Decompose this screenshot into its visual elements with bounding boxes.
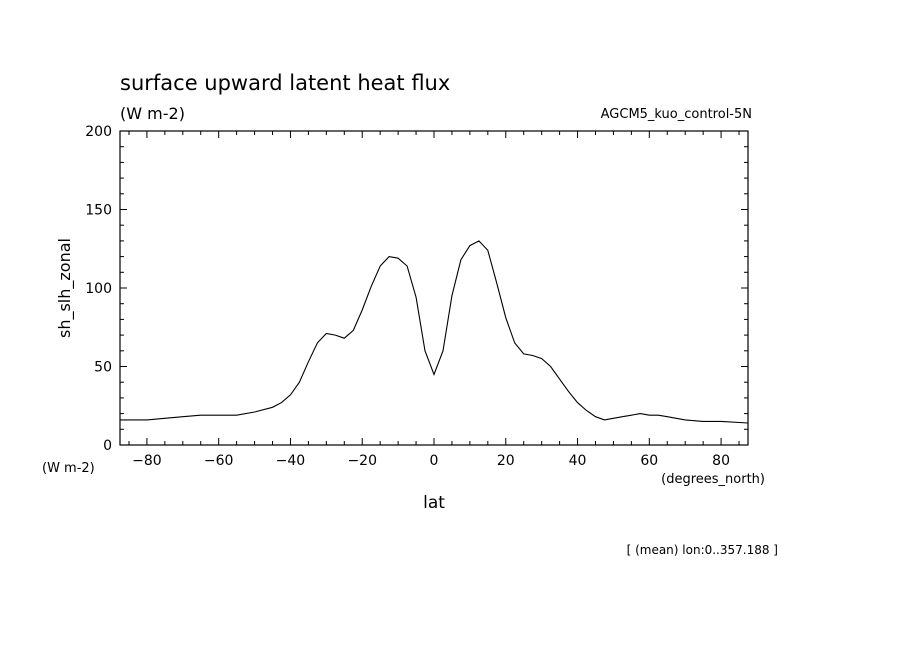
x-tick-label: 60 — [640, 453, 658, 469]
footnote: [ (mean) lon:0..357.188 ] — [627, 543, 778, 557]
y-tick-label: 150 — [85, 203, 112, 219]
chart-title: surface upward latent heat flux — [120, 71, 450, 95]
x-units-label: (degrees_north) — [661, 472, 765, 487]
y-axis-label: sh_slh_zonal — [55, 238, 75, 338]
x-tick-labels: −80 −60 −40 −20 0 20 40 60 80 — [132, 453, 730, 469]
ticks — [120, 130, 748, 446]
run-label: AGCM5_kuo_control-5N — [601, 107, 752, 122]
x-tick-label: 80 — [712, 453, 730, 469]
y-tick-label: 0 — [103, 438, 112, 454]
y-tick-label: 200 — [85, 124, 112, 140]
x-axis-label: lat — [423, 493, 445, 513]
y-tick-labels: 0 50 100 150 200 — [85, 124, 112, 454]
chart-subtitle: (W m-2) — [120, 104, 185, 123]
x-tick-label: −20 — [347, 453, 377, 469]
y-tick-label: 100 — [85, 281, 112, 297]
y-units-label: (W m-2) — [42, 461, 95, 476]
x-tick-label: 20 — [497, 453, 515, 469]
x-tick-label: 0 — [430, 453, 439, 469]
x-tick-label: −60 — [204, 453, 234, 469]
x-tick-label: 40 — [569, 453, 587, 469]
series-line — [120, 240, 749, 424]
y-tick-label: 50 — [94, 360, 112, 376]
x-tick-label: −40 — [276, 453, 306, 469]
plot-frame — [119, 130, 749, 446]
x-tick-label: −80 — [132, 453, 162, 469]
